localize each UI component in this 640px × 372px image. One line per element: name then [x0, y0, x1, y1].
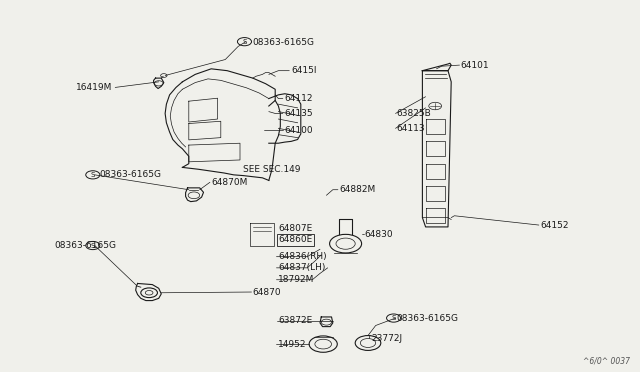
Text: 64870M: 64870M	[211, 178, 248, 187]
Text: 64837(LH): 64837(LH)	[278, 263, 326, 272]
Text: 64113: 64113	[397, 124, 426, 133]
Text: 64836(RH): 64836(RH)	[278, 252, 327, 261]
Text: 64101: 64101	[461, 61, 490, 70]
Text: 64882M: 64882M	[339, 185, 376, 194]
Text: S: S	[91, 172, 95, 178]
Text: 64830: 64830	[365, 230, 394, 239]
Text: 63825B: 63825B	[397, 109, 431, 118]
Text: 64112: 64112	[285, 94, 314, 103]
Text: 08363-6165G: 08363-6165G	[54, 241, 116, 250]
Text: 64135: 64135	[285, 109, 314, 118]
Text: 64152: 64152	[541, 221, 570, 230]
Text: 08363-6165G: 08363-6165G	[397, 314, 459, 323]
Text: 16419M: 16419M	[76, 83, 112, 92]
Text: 14952: 14952	[278, 340, 307, 349]
Text: 64100: 64100	[285, 126, 314, 135]
Text: 08363-6165G: 08363-6165G	[253, 38, 315, 47]
Text: 08363-6165G: 08363-6165G	[99, 170, 161, 179]
Text: 6415l: 6415l	[291, 66, 317, 75]
Text: S: S	[392, 315, 396, 321]
Text: S: S	[91, 243, 95, 248]
Text: SEE SEC.149: SEE SEC.149	[243, 165, 301, 174]
Text: S: S	[243, 39, 246, 45]
Text: 64807E: 64807E	[278, 224, 313, 233]
Text: 18792M: 18792M	[278, 275, 315, 284]
Text: ^6/0^ 0037: ^6/0^ 0037	[584, 356, 630, 365]
Text: 63872E: 63872E	[278, 316, 313, 325]
Text: 64860E: 64860E	[278, 235, 313, 244]
Text: 64870: 64870	[253, 288, 282, 296]
Text: 23772J: 23772J	[371, 334, 403, 343]
